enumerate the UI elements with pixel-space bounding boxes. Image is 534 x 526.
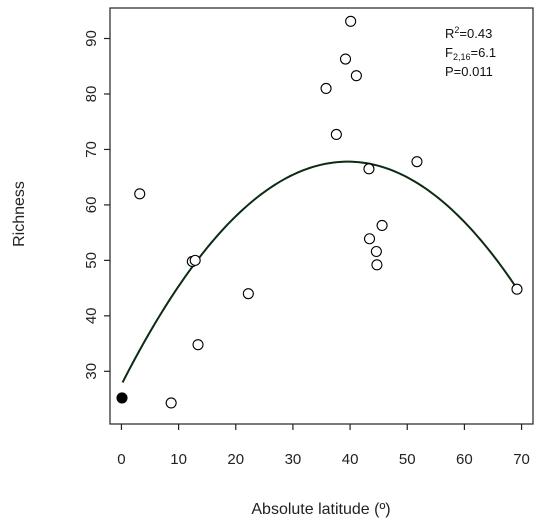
x-tick-label: 60	[456, 451, 473, 468]
x-tick-label: 70	[513, 451, 530, 468]
data-point	[371, 259, 383, 271]
data-point	[376, 219, 388, 231]
data-point	[363, 233, 376, 245]
data-point	[511, 283, 523, 295]
data-point	[411, 156, 423, 168]
x-tick-label: 50	[399, 451, 416, 468]
data-point	[339, 53, 352, 65]
data-point	[192, 339, 204, 351]
y-tick-label: 40	[83, 307, 100, 324]
fit-curve-layer	[121, 160, 518, 383]
f-statistic-label: F2,16=6.1	[445, 45, 496, 62]
r-squared-label: R2=0.43	[445, 25, 492, 41]
data-point	[350, 70, 362, 82]
y-tick-label: 30	[83, 363, 100, 380]
data-point	[320, 82, 332, 94]
y-tick-label: 90	[83, 30, 100, 47]
x-axis: 0 10 20 30 40 50 60 70	[117, 424, 530, 468]
y-tick-label: 70	[83, 141, 100, 158]
points-layer	[116, 15, 523, 409]
x-tick-label: 0	[117, 451, 125, 468]
plot-frame	[109, 7, 534, 425]
data-point	[242, 288, 254, 300]
data-point	[134, 188, 146, 200]
y-tick-label: 80	[83, 86, 100, 103]
data-point	[363, 163, 375, 175]
x-tick-label: 10	[170, 451, 187, 468]
p-value-label: P=0.011	[445, 64, 493, 79]
x-tick-label: 30	[285, 451, 302, 468]
data-point	[345, 15, 357, 27]
x-axis-title: Absolute latitude (º)	[251, 501, 390, 518]
stats-annotation: R2=0.43 F2,16=6.1 P=0.011	[445, 25, 496, 79]
y-axis: 30 40 50 60 70 80 90	[83, 30, 110, 380]
y-tick-label: 60	[83, 197, 100, 214]
data-point	[370, 245, 382, 258]
y-tick-label: 50	[83, 252, 100, 269]
data-point	[330, 128, 342, 141]
data-point-filled	[116, 392, 128, 404]
fit-curve	[121, 160, 518, 383]
y-axis-title: Richness	[11, 181, 28, 247]
plot-border	[109, 7, 534, 425]
x-tick-label: 40	[342, 451, 359, 468]
data-point	[189, 254, 201, 266]
x-tick-label: 20	[227, 451, 244, 468]
data-point	[165, 397, 177, 409]
